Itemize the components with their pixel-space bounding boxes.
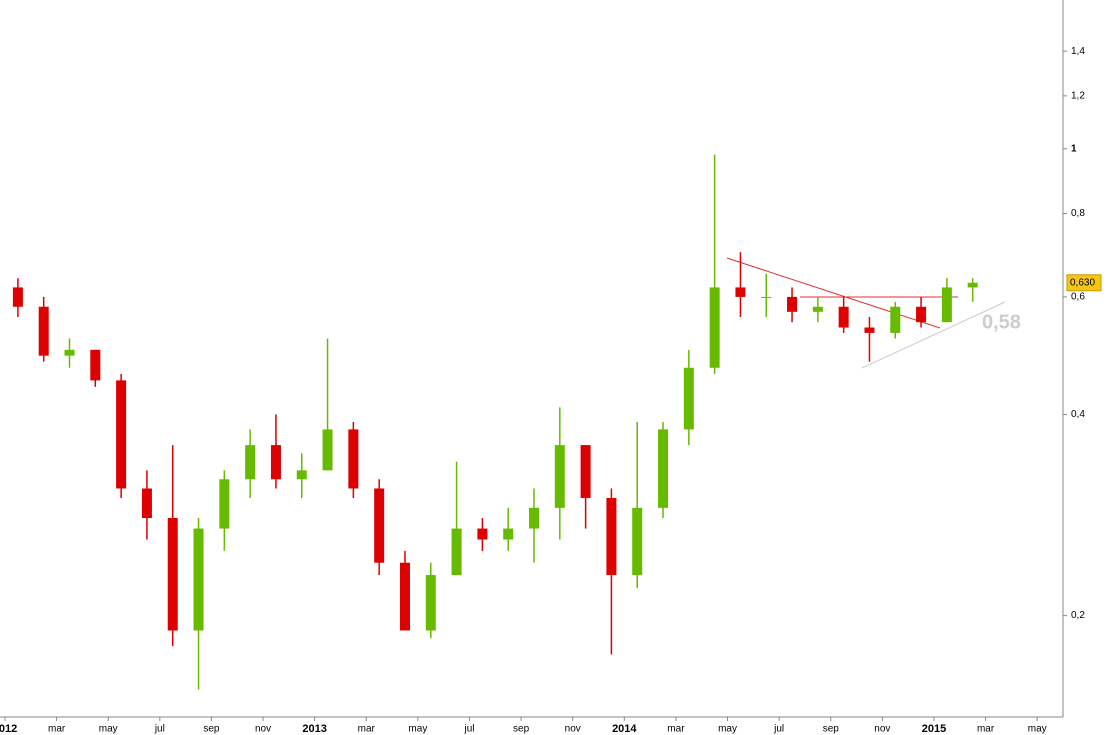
x-tick-label: mar	[358, 724, 376, 735]
candle-body	[116, 380, 127, 489]
candle-body	[658, 429, 669, 508]
candle-body	[812, 306, 823, 312]
y-tick-label: 1,2	[1071, 91, 1085, 102]
last-price-box	[1066, 274, 1102, 292]
x-tick-label: nov	[255, 724, 271, 735]
candle-body	[967, 282, 978, 288]
candle-body	[477, 528, 488, 540]
x-tick-label: mar	[977, 724, 995, 735]
trendline	[861, 301, 1006, 369]
x-tick-label: may	[1028, 724, 1047, 735]
x-tick-label: nov	[565, 724, 581, 735]
x-tick-label: jul	[463, 724, 474, 735]
x-tick-label: 2012	[0, 723, 17, 735]
candle-body	[735, 287, 746, 297]
candle-body	[683, 367, 694, 430]
candle-body	[787, 296, 798, 312]
candle-body	[709, 287, 720, 368]
candle-body	[425, 575, 436, 631]
candle-body	[167, 518, 178, 631]
candle-body	[399, 562, 410, 631]
candle-body	[38, 306, 49, 356]
annotation: 0,58	[982, 311, 1021, 333]
y-tick-label: 0,4	[1071, 409, 1085, 420]
candle-body	[632, 507, 643, 576]
y-tick-label: 0,6	[1071, 292, 1085, 303]
candle-body	[141, 488, 152, 519]
x-tick-label: 2014	[612, 723, 637, 735]
candle-body	[838, 306, 849, 328]
x-tick-label: nov	[874, 724, 890, 735]
candle-body	[64, 349, 75, 356]
candle-body	[219, 479, 230, 529]
candle-body	[296, 470, 307, 480]
x-tick-label: may	[408, 724, 427, 735]
candles	[12, 154, 978, 690]
candle-body	[941, 287, 952, 323]
x-tick-label: jul	[773, 724, 784, 735]
candle-body	[890, 306, 901, 333]
candle-body	[606, 497, 617, 576]
candle-body	[322, 429, 333, 471]
candle-body	[348, 429, 359, 489]
candle-body	[270, 445, 281, 480]
candle-body	[554, 445, 565, 508]
x-tick-label: may	[718, 724, 737, 735]
x-tick-label: sep	[203, 724, 220, 735]
candle-body	[374, 488, 385, 563]
y-tick-label: 0,2	[1071, 610, 1085, 621]
candle-body	[580, 445, 591, 498]
candle-body	[761, 296, 772, 298]
candle-body	[529, 507, 539, 529]
x-tick-label: sep	[513, 724, 530, 735]
x-tick-label: mar	[48, 724, 66, 735]
y-tick-label: 0,8	[1071, 208, 1085, 219]
x-tick-label: jul	[154, 724, 165, 735]
candle-body	[451, 528, 462, 576]
trendline	[726, 257, 941, 329]
candle-body	[90, 349, 101, 381]
candle-body	[193, 528, 204, 631]
x-tick-label: 2015	[922, 723, 946, 735]
candle-body	[245, 445, 256, 480]
x-tick-label: sep	[823, 724, 840, 735]
candle-body	[864, 327, 875, 333]
trendlines	[726, 257, 1006, 369]
last-price-label: 0,630	[1070, 277, 1095, 288]
x-tick-label: mar	[667, 724, 685, 735]
x-tick-label: 2013	[302, 723, 326, 735]
candle-body	[916, 306, 927, 323]
x-tick-label: may	[99, 724, 118, 735]
y-tick-label: 1	[1071, 143, 1077, 154]
y-tick-label: 1,4	[1071, 46, 1085, 57]
candle-body	[503, 528, 514, 540]
candle-body	[12, 287, 23, 307]
